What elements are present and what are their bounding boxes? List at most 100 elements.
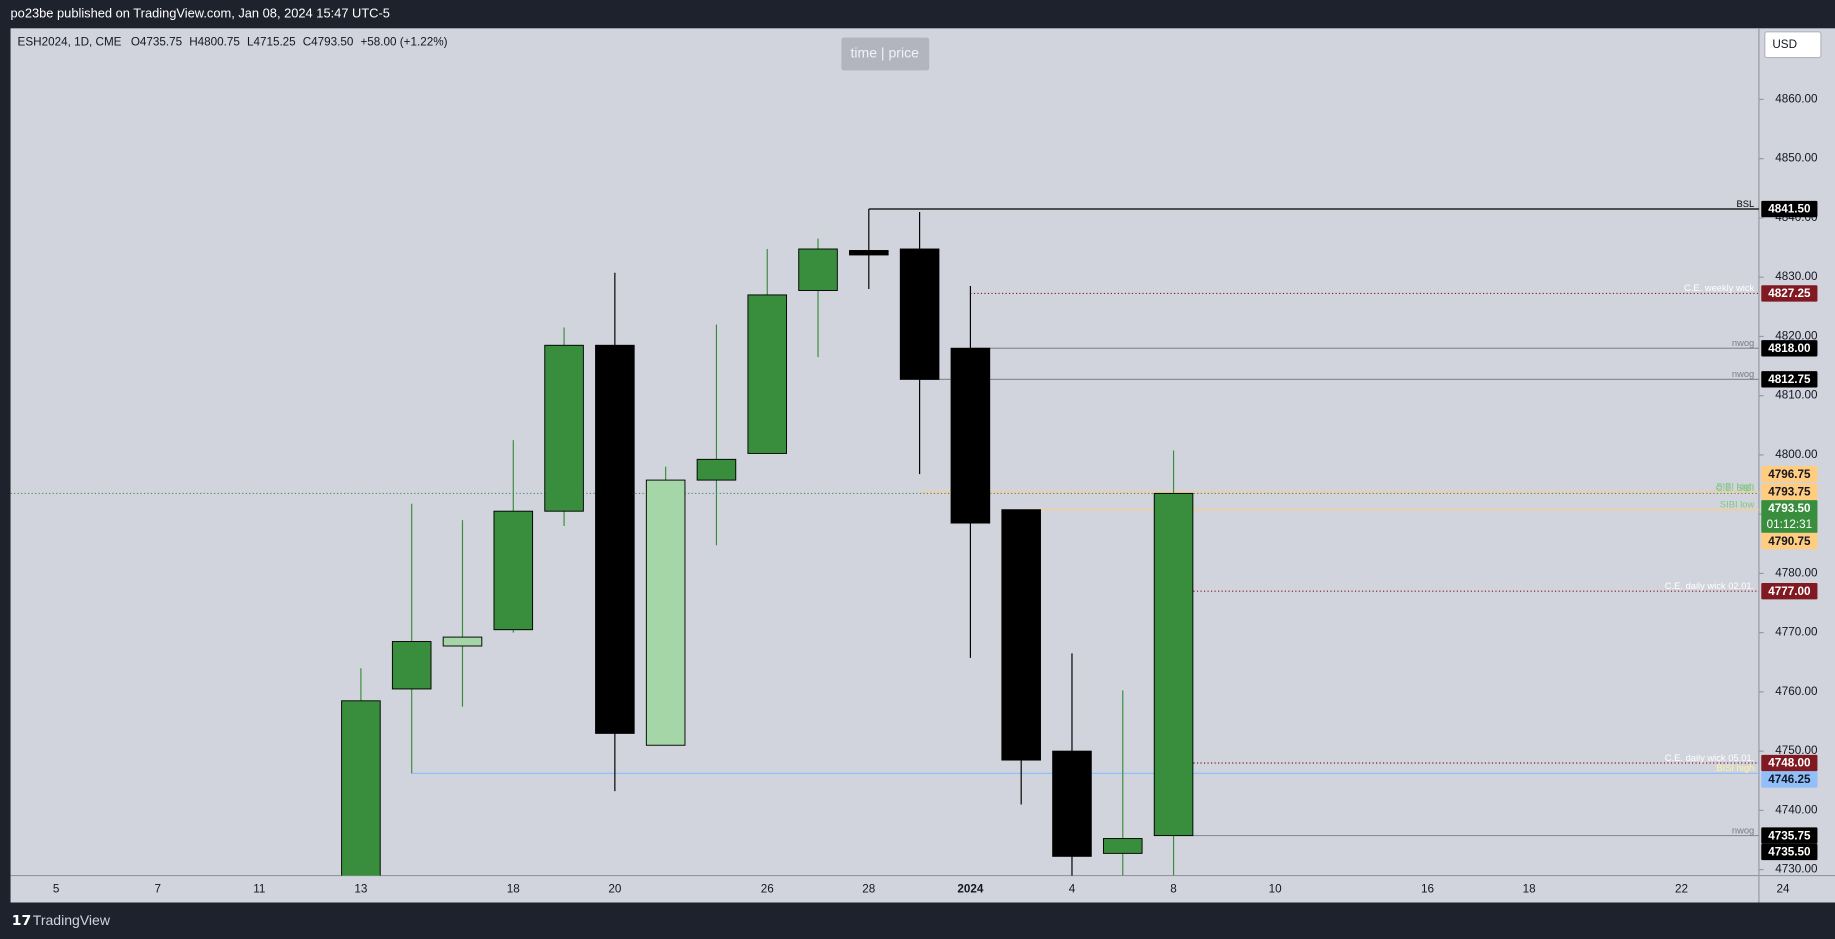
candle-body: [493, 510, 534, 631]
candle-body: [595, 344, 635, 734]
candle-body: [1102, 838, 1143, 854]
legend-high: H4800.75: [189, 35, 240, 48]
level-label: C.E. daily wick 02.01.: [1665, 581, 1754, 591]
level-label: nwog: [1732, 338, 1754, 348]
level-label: C.E. weekly wick: [1684, 283, 1755, 293]
currency-label[interactable]: USD: [1772, 38, 1797, 51]
level-label: SIBI low: [1720, 500, 1755, 510]
x-tick-label: 5: [53, 883, 60, 896]
brand: TradingView: [33, 912, 111, 928]
candle-body: [1153, 492, 1194, 837]
y-tick-label: 4850.00: [1775, 152, 1818, 165]
x-tick-label: 26: [761, 883, 774, 896]
y-tick-label: 4810.00: [1775, 389, 1818, 402]
price-box-label: 4790.75: [1768, 535, 1811, 548]
level-label: nwog: [1732, 369, 1754, 379]
candle-body: [899, 248, 940, 380]
price-box: [1761, 340, 1818, 357]
candle-body: [747, 294, 788, 454]
price-box: [1761, 582, 1818, 600]
brand-logo: 𝟭𝟳: [12, 912, 32, 928]
price-box: [1761, 200, 1818, 218]
price-box-label: 4812.75: [1768, 373, 1811, 386]
candle-body: [798, 248, 838, 291]
candle-body: [696, 458, 737, 481]
x-tick-label: 10: [1269, 883, 1283, 896]
price-box-label: 4793.50: [1768, 502, 1811, 515]
x-tick-label: 20: [608, 883, 622, 896]
price-box-label: 4746.25: [1768, 773, 1811, 786]
y-tick-label: 4750.00: [1775, 744, 1818, 757]
mode-button-label[interactable]: time | price: [851, 45, 920, 61]
level-label: C.E. daily wick 05.01.: [1665, 753, 1754, 763]
candle-body: [1052, 750, 1092, 857]
mode-button[interactable]: [841, 37, 930, 71]
y-tick-label: 4770.00: [1775, 626, 1818, 639]
legend-change: +58.00 (+1.22%): [360, 35, 447, 48]
x-tick-label: 4: [1069, 883, 1076, 896]
y-tick-label: 4800.00: [1775, 448, 1818, 461]
price-box: [1761, 754, 1818, 772]
candle-body: [645, 479, 686, 746]
legend-symbol: ESH2024, 1D, CME: [18, 35, 122, 48]
price-box: [1761, 827, 1818, 844]
x-tick-label: 7: [154, 883, 161, 896]
price-box-label: 4777.00: [1768, 585, 1811, 598]
axes: 4730.00 4740.00 4750.00 4760.00 4770.00 4780.…: [53, 92, 1818, 895]
price-box-label: 4748.00: [1768, 757, 1811, 770]
x-tick-label: 16: [1421, 883, 1434, 896]
level-label: BSL: [1737, 199, 1755, 209]
candle-body: [442, 636, 483, 647]
candle-body: [849, 250, 889, 256]
legend-open: O4735.75: [131, 35, 183, 48]
price-box: [1761, 285, 1818, 302]
level-label: SIBI high: [1716, 482, 1754, 492]
y-tick-label: 4740.00: [1775, 804, 1818, 817]
candle-body: [341, 700, 381, 876]
price-box-label: 4735.50: [1768, 846, 1811, 859]
price-box: [1761, 500, 1818, 533]
y-tick-label: 4830.00: [1775, 270, 1818, 283]
y-tick-label: 4860.00: [1775, 92, 1818, 105]
level-label: nwog: [1732, 825, 1754, 835]
x-tick-label: 28: [862, 883, 875, 896]
candle-body: [1001, 509, 1041, 761]
x-tick-label: 22: [1675, 883, 1688, 896]
y-tick-label: 4820.00: [1775, 330, 1818, 343]
price-box: [1761, 771, 1818, 788]
price-box-label: 4841.50: [1768, 203, 1811, 216]
price-box: [1761, 483, 1818, 501]
plot-area: [10, 28, 1835, 903]
candle-body: [544, 344, 584, 512]
level-label: BISI high: [1716, 763, 1754, 773]
y-tick-label: 4780.00: [1775, 567, 1818, 580]
price-box-label: 4796.75: [1768, 468, 1811, 481]
symbol-legend: ESH2024, 1D, CME O4735.75 H4800.75 L4715.25…: [18, 35, 448, 48]
level-label: C.E. SIBI: [1716, 483, 1755, 493]
price-box: [1761, 843, 1818, 861]
candle-body: [391, 641, 432, 690]
price-box-label: 4735.75: [1768, 829, 1811, 842]
published-text: po23be published on TradingView.com, Jan…: [11, 6, 390, 21]
x-tick-label: 24: [1777, 883, 1790, 896]
price-box: [1761, 371, 1818, 388]
candle-body: [950, 347, 991, 524]
x-tick-label: 18: [507, 883, 520, 896]
countdown: 01:12:31: [1767, 518, 1813, 531]
price-box: [1761, 465, 1818, 483]
x-tick-label: 11: [253, 883, 265, 896]
price-box-label: 4827.25: [1768, 287, 1811, 300]
x-tick-label: 8: [1170, 883, 1177, 896]
x-tick-label: 13: [354, 883, 367, 896]
price-box-label: 4793.75: [1768, 486, 1811, 499]
y-tick-label: 4760.00: [1775, 685, 1818, 698]
currency-button[interactable]: [1764, 31, 1822, 59]
price-box-label: 4818.00: [1768, 342, 1811, 355]
x-tick-label: 18: [1523, 883, 1536, 896]
legend-low: L4715.25: [247, 35, 296, 48]
x-tick-label: 2024: [957, 883, 984, 896]
legend-close: C4793.50: [303, 35, 354, 48]
